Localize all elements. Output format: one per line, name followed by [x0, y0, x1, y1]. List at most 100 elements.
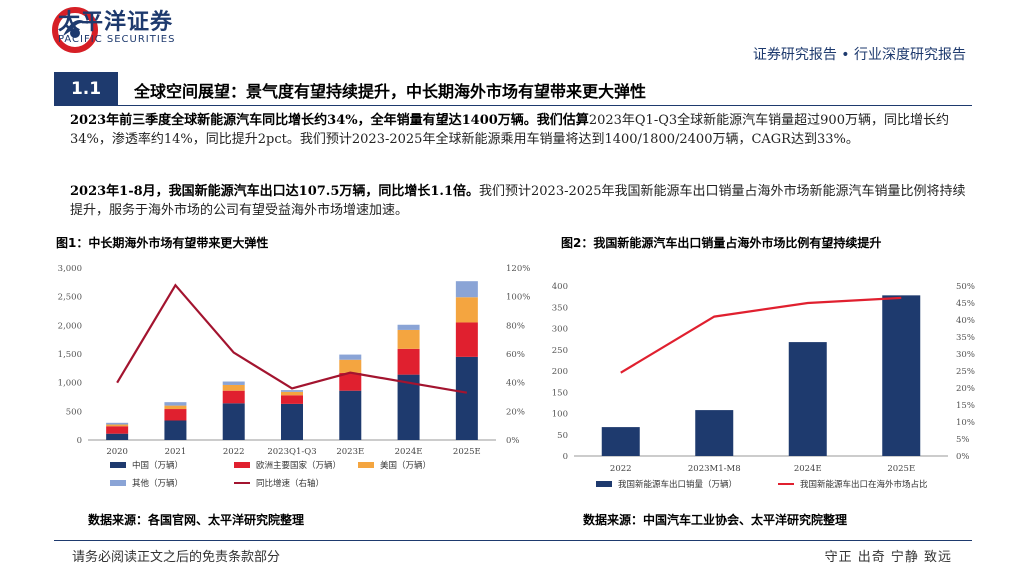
y-tick-label: 50 [557, 431, 568, 441]
legend-swatch [234, 462, 250, 468]
y2-tick-label: 120% [506, 264, 530, 274]
bar [695, 410, 734, 456]
y2-tick-label: 20% [506, 407, 525, 417]
y2-tick-label: 45% [956, 299, 975, 309]
legend-label: 美国（万辆） [380, 460, 431, 471]
bar-segment [455, 356, 478, 440]
bar-segment [455, 281, 478, 298]
y2-tick-label: 50% [956, 282, 975, 292]
y-tick-label: 2,000 [58, 321, 82, 331]
x-tick-label: 2023M1-M8 [688, 464, 741, 474]
x-tick-label: 2022 [223, 447, 245, 457]
x-tick-label: 2024E [395, 447, 423, 457]
y2-tick-label: 40% [956, 316, 975, 326]
y-tick-label: 300 [552, 325, 568, 335]
footer-divider [54, 540, 972, 541]
bar-segment [281, 390, 303, 392]
x-tick-label: 2025E [453, 447, 481, 457]
bar-segment [106, 426, 129, 434]
y-tick-label: 500 [66, 407, 82, 417]
paragraph-lead-bold: 2023年1-8月，我国新能源汽车出口达107.5万辆，同比增长1.1倍。 [70, 184, 479, 199]
bar-segment [164, 409, 187, 421]
bar-segment [164, 405, 187, 410]
y-tick-label: 350 [552, 303, 568, 313]
bar-segment [397, 348, 420, 375]
y2-tick-label: 30% [956, 350, 975, 360]
share-line [620, 296, 902, 374]
bar-segment [281, 391, 303, 396]
bar-segment [222, 384, 245, 391]
bar-segment [339, 359, 362, 373]
bar [788, 342, 827, 456]
figure1-source: 数据来源：各国官网、太平洋研究院整理 [88, 513, 305, 527]
figure2-source: 数据来源：中国汽车工业协会、太平洋研究院整理 [583, 513, 848, 527]
bar-segment [164, 420, 187, 440]
y-tick-label: 0 [563, 452, 568, 462]
y2-tick-label: 60% [506, 350, 525, 360]
y2-tick-label: 80% [506, 321, 525, 331]
legend-swatch [596, 481, 612, 487]
y2-tick-label: 35% [956, 333, 975, 343]
report-type-label: 证券研究报告 • 行业深度研究报告 [752, 47, 966, 63]
x-tick-label: 2025E [887, 464, 915, 474]
bar-segment [339, 354, 362, 360]
section-header: 1.1 全球空间展望：景气度有望持续提升，中长期海外市场有望带来更大弹性 [54, 72, 972, 106]
x-tick-label: 2022 [610, 464, 632, 474]
paragraph-body: 我们预计2023-2025年我国新能源车出口销量占海外市场新能源汽车销量比例将持… [70, 184, 966, 218]
bar [882, 295, 921, 456]
y-tick-label: 1,000 [58, 379, 82, 389]
bar-segment [106, 433, 129, 440]
bar-segment [106, 424, 129, 427]
y2-tick-label: 0% [506, 436, 520, 446]
figure2-title: 图2：我国新能源汽车出口销量占海外市场比例有望持续提升 [561, 236, 882, 250]
legend-swatch [110, 480, 126, 486]
y2-tick-label: 40% [506, 379, 525, 389]
bar-segment [455, 322, 478, 357]
y2-tick-label: 5% [956, 435, 970, 445]
logo-name-cn: 太平洋证券 [58, 10, 174, 35]
bar [601, 427, 640, 456]
bar-segment [281, 395, 303, 404]
paragraph-body: 2023年Q1-Q3全球新能源汽车销量超过900万辆，同比增长约34%，渗透率约… [70, 113, 949, 147]
section-number: 1.1 [54, 72, 118, 106]
y-tick-label: 200 [552, 367, 568, 377]
bar-segment [397, 374, 420, 440]
y2-tick-label: 20% [956, 384, 975, 394]
x-tick-label: 2021 [165, 447, 187, 457]
legend-label: 我国新能源车出口销量（万辆） [618, 479, 737, 490]
legend-label: 中国（万辆） [132, 460, 183, 471]
paragraph-export: 2023年1-8月，我国新能源汽车出口达107.5万辆，同比增长1.1倍。我们预… [70, 182, 970, 220]
figure1-title: 图1：中长期海外市场有望带来更大弹性 [56, 236, 269, 250]
x-tick-label: 2020 [106, 447, 128, 457]
growth-rate-line [116, 283, 468, 394]
bar-segment [106, 422, 129, 425]
bar-segment [222, 390, 245, 404]
y2-tick-label: 25% [956, 367, 975, 377]
bar-segment [455, 297, 478, 323]
bar-segment [222, 403, 245, 440]
chart-global-sales: 0 500 1,000 1,500 2,000 2,500 3,000 0% 20% 40% 60%… [58, 264, 531, 489]
company-logo [52, 7, 98, 53]
bar-segment [397, 329, 420, 349]
y-tick-label: 1,500 [58, 350, 82, 360]
bar-segment [281, 403, 303, 440]
legend-label: 其他（万辆） [132, 478, 183, 489]
bar-segment [339, 372, 362, 391]
legend-label: 同比增速（右轴） [256, 478, 324, 489]
y-tick-label: 100 [552, 410, 568, 420]
paragraph-global-outlook: 2023年前三季度全球新能源汽车同比增长约34%，全年销量有望达1400万辆。我… [70, 111, 970, 149]
y-tick-label: 400 [552, 282, 568, 292]
x-tick-label: 2023E [336, 447, 364, 457]
y2-tick-label: 10% [956, 418, 975, 428]
logo-name-en: PACIFIC SECURITIES [58, 34, 176, 45]
legend-label: 我国新能源车出口在海外市场占比 [800, 479, 928, 490]
y-tick-label: 250 [552, 346, 568, 356]
bar-segment [164, 402, 187, 406]
bar-segment [339, 390, 362, 440]
legend-swatch [110, 462, 126, 468]
y-tick-label: 2,500 [58, 293, 82, 303]
section-title: 全球空间展望：景气度有望持续提升，中长期海外市场有望带来更大弹性 [134, 82, 647, 101]
y2-tick-label: 15% [956, 401, 975, 411]
y-tick-label: 3,000 [58, 264, 82, 274]
legend-label: 欧洲主要国家（万辆） [256, 460, 341, 471]
